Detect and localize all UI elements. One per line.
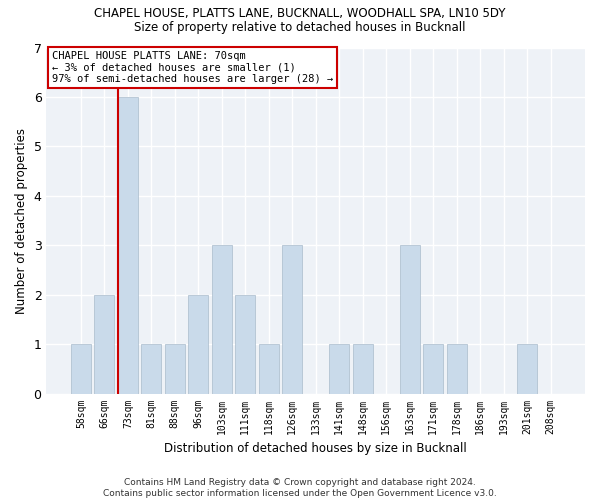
Bar [212,245,232,394]
Bar [71,344,91,394]
Bar [423,344,443,394]
Bar [94,294,115,394]
Bar [165,344,185,394]
Bar [118,97,138,394]
Bar [188,294,208,394]
Bar [517,344,537,394]
X-axis label: Distribution of detached houses by size in Bucknall: Distribution of detached houses by size … [164,442,467,455]
Bar [329,344,349,394]
Text: CHAPEL HOUSE PLATTS LANE: 70sqm
← 3% of detached houses are smaller (1)
97% of s: CHAPEL HOUSE PLATTS LANE: 70sqm ← 3% of … [52,51,333,84]
Y-axis label: Number of detached properties: Number of detached properties [15,128,28,314]
Bar [142,344,161,394]
Bar [235,294,255,394]
Text: Contains HM Land Registry data © Crown copyright and database right 2024.
Contai: Contains HM Land Registry data © Crown c… [103,478,497,498]
Text: Size of property relative to detached houses in Bucknall: Size of property relative to detached ho… [134,21,466,34]
Bar [259,344,279,394]
Bar [446,344,467,394]
Bar [400,245,419,394]
Text: CHAPEL HOUSE, PLATTS LANE, BUCKNALL, WOODHALL SPA, LN10 5DY: CHAPEL HOUSE, PLATTS LANE, BUCKNALL, WOO… [94,8,506,20]
Bar [353,344,373,394]
Bar [282,245,302,394]
